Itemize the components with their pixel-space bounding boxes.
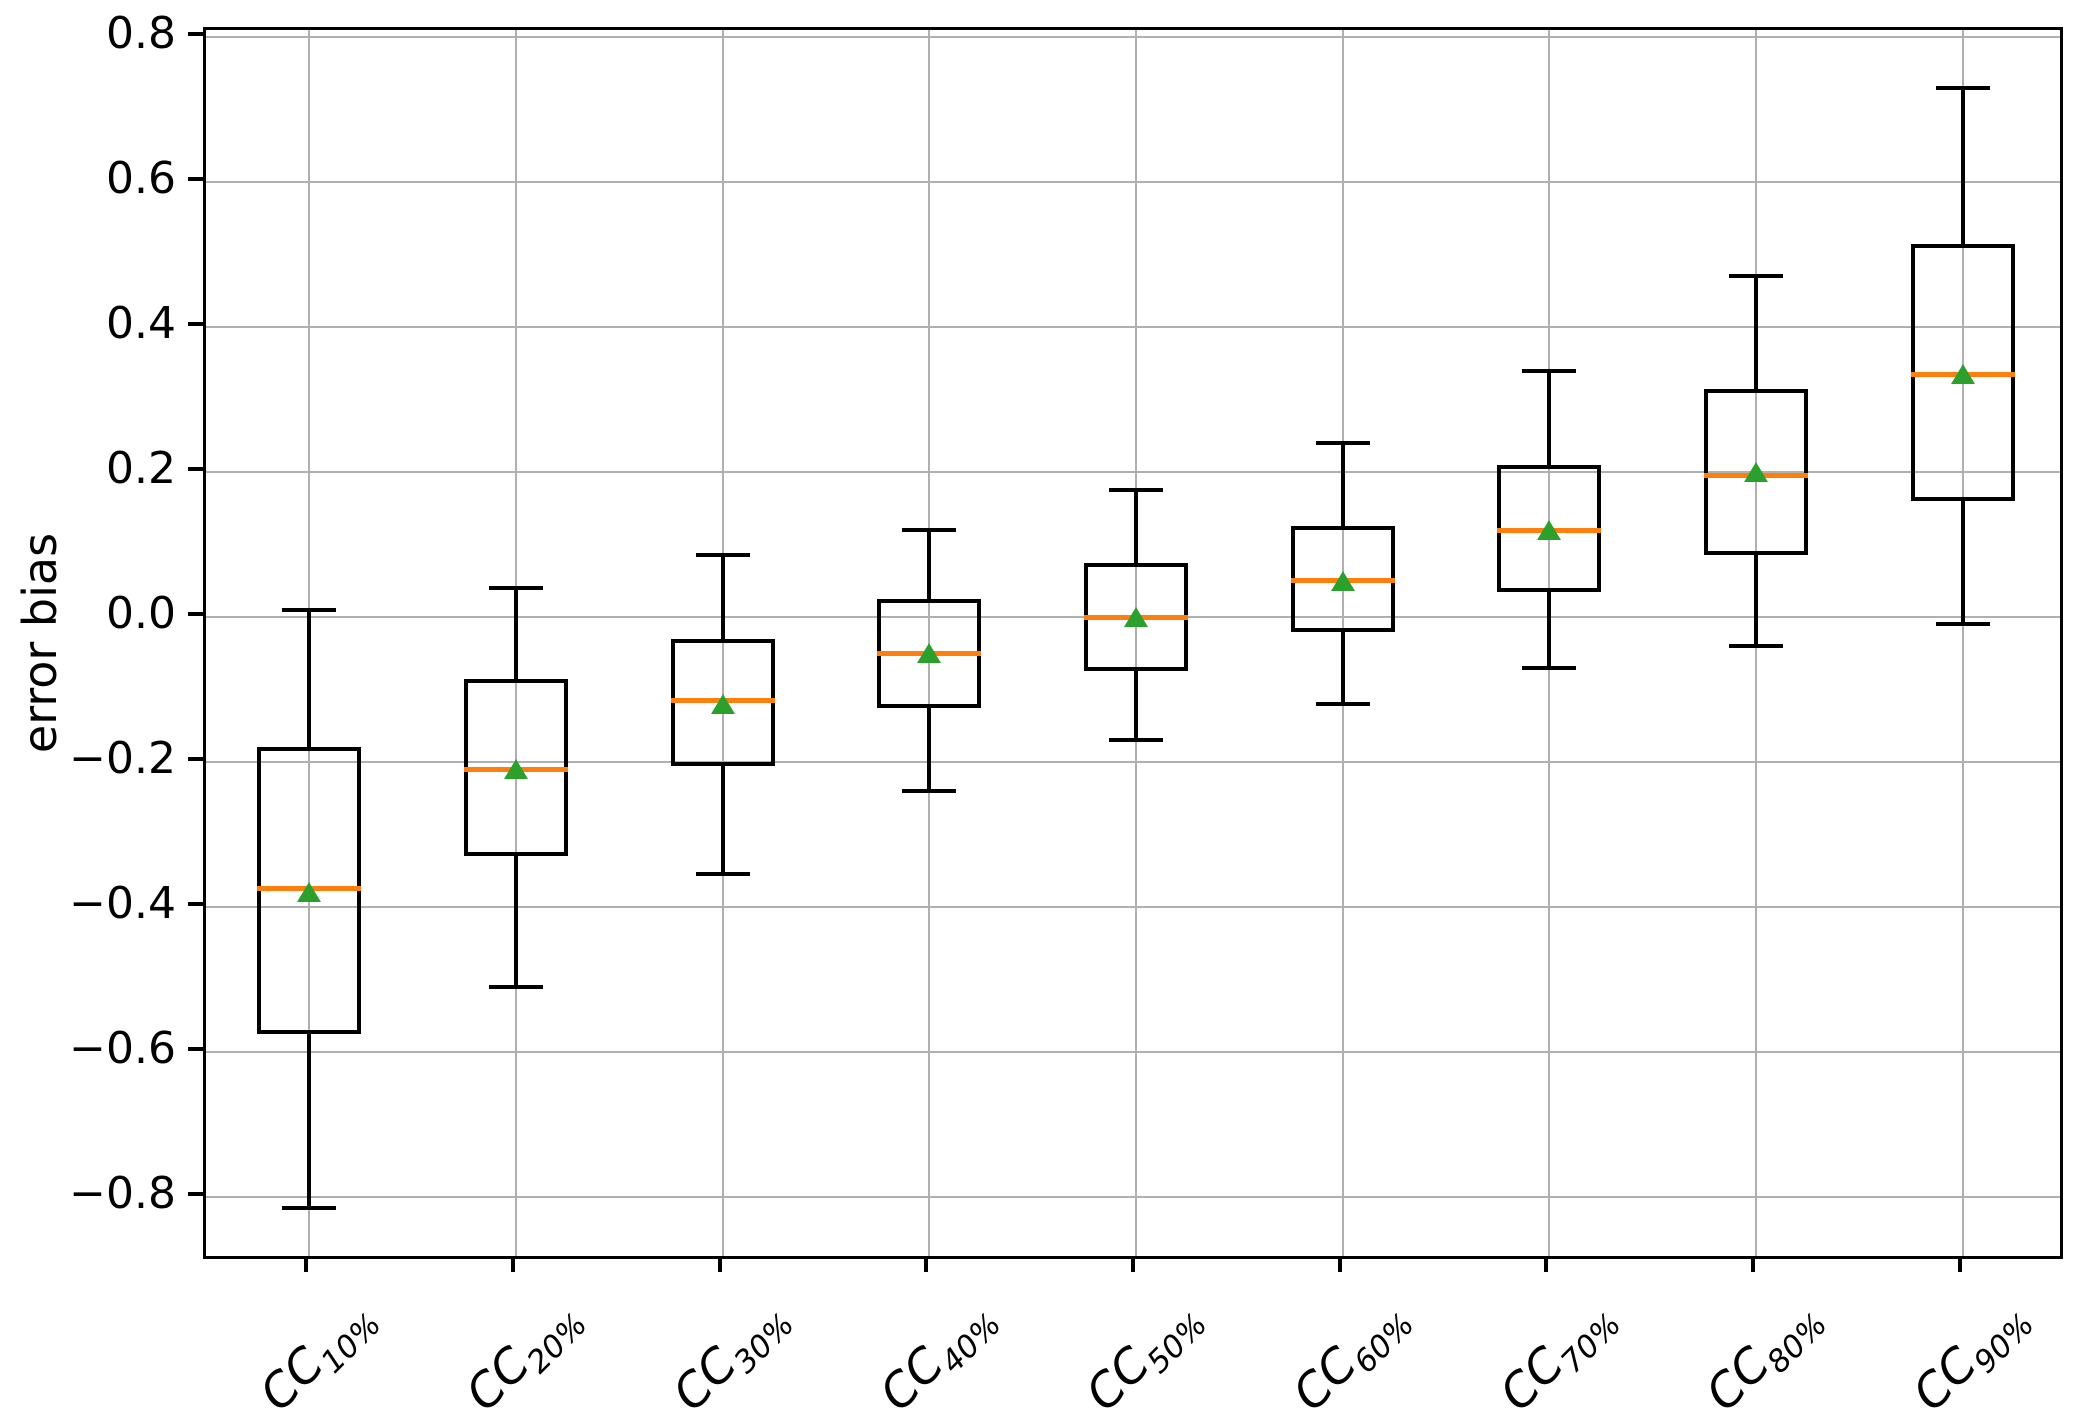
y-gridline: [206, 471, 2060, 474]
x-tick: [924, 1259, 929, 1272]
x-tick: [511, 1259, 515, 1272]
mean-triangle-icon: [504, 759, 528, 780]
whisker-line: [1547, 370, 1552, 465]
y-axis-label: error bias: [13, 532, 67, 754]
mean-triangle-icon: [1330, 570, 1355, 591]
x-tick-label: CC10%: [249, 1288, 388, 1424]
y-gridline: [206, 1195, 2060, 1198]
x-gridline: [1135, 30, 1137, 1256]
mean-triangle-icon: [917, 643, 942, 664]
whisker-line: [1134, 671, 1138, 741]
y-tick-label: −0.8: [69, 1167, 176, 1219]
y-tick: [188, 756, 203, 761]
whisker-cap: [1109, 738, 1163, 743]
whisker-cap: [1109, 488, 1163, 493]
whisker-line: [1340, 443, 1345, 527]
whisker-cap: [1522, 368, 1577, 373]
x-tick-label: CC80%: [1696, 1288, 1835, 1424]
y-tick: [188, 177, 203, 182]
whisker-cap: [695, 553, 750, 558]
y-tick: [188, 1046, 203, 1051]
y-tick: [188, 612, 203, 616]
x-tick: [1131, 1259, 1135, 1272]
whisker-line: [927, 530, 932, 599]
y-tick-label: 0.8: [106, 8, 176, 60]
y-gridline: [206, 1050, 2060, 1053]
whisker-line: [514, 856, 518, 987]
mean-triangle-icon: [1537, 520, 1562, 541]
whisker-cap: [1522, 665, 1577, 670]
mean-triangle-icon: [297, 882, 322, 903]
whisker-cap: [695, 872, 750, 877]
y-tick: [188, 467, 203, 472]
whisker-line: [1754, 555, 1758, 646]
y-gridline: [206, 760, 2060, 763]
whisker-line: [1547, 591, 1552, 668]
whisker-line: [720, 555, 725, 639]
whisker-line: [1754, 276, 1758, 389]
y-gridline: [206, 36, 2060, 39]
whisker-cap: [1935, 85, 1990, 90]
y-tick-label: −0.4: [69, 877, 176, 929]
y-tick: [188, 901, 203, 906]
whisker-line: [307, 1033, 312, 1208]
plot-area: [203, 27, 2063, 1259]
x-gridline: [721, 30, 724, 1256]
whisker-cap: [902, 788, 957, 793]
whisker-line: [1960, 501, 1965, 625]
mean-triangle-icon: [1950, 364, 1975, 385]
whisker-cap: [1935, 622, 1990, 627]
x-tick: [1957, 1259, 1962, 1272]
y-tick-label: −0.2: [69, 732, 176, 784]
x-gridline: [928, 30, 931, 1256]
whisker-cap: [1729, 274, 1783, 279]
whisker-cap: [489, 984, 543, 989]
y-tick-label: −0.6: [69, 1022, 176, 1074]
whisker-line: [1340, 631, 1345, 704]
x-tick-label: CC90%: [1903, 1288, 2042, 1424]
whisker-line: [307, 609, 312, 748]
x-tick: [1337, 1259, 1342, 1272]
y-tick-label: 0.2: [106, 443, 176, 495]
y-tick-label: 0.0: [106, 588, 176, 639]
x-tick-label: CC70%: [1489, 1288, 1628, 1424]
x-tick: [717, 1259, 722, 1272]
x-tick-label: CC50%: [1076, 1288, 1215, 1424]
whisker-cap: [489, 586, 543, 591]
box-rect: [1704, 388, 1808, 556]
x-tick-label: CC30%: [663, 1288, 802, 1424]
whisker-cap: [282, 1205, 337, 1210]
whisker-cap: [1729, 644, 1783, 648]
mean-triangle-icon: [1124, 607, 1148, 627]
y-tick-label: 0.4: [106, 298, 176, 350]
whisker-cap: [282, 607, 337, 612]
whisker-line: [927, 707, 932, 791]
y-tick-label: 0.6: [106, 153, 176, 205]
x-tick-label: CC60%: [1283, 1288, 1422, 1424]
y-gridline: [206, 905, 2060, 908]
whisker-line: [720, 765, 725, 875]
x-gridline: [1961, 30, 1964, 1256]
whisker-cap: [1315, 701, 1370, 706]
x-tick-label: CC40%: [869, 1288, 1008, 1424]
whisker-line: [1134, 490, 1138, 563]
x-tick-label: CC20%: [456, 1288, 595, 1424]
whisker-line: [1960, 87, 1965, 244]
y-gridline: [206, 181, 2060, 184]
y-tick: [188, 32, 203, 37]
whisker-line: [514, 588, 518, 679]
y-tick: [188, 1191, 203, 1196]
mean-triangle-icon: [1744, 462, 1768, 483]
whisker-cap: [902, 528, 957, 533]
x-tick: [304, 1259, 309, 1272]
x-tick: [1544, 1259, 1549, 1272]
whisker-cap: [1315, 441, 1370, 446]
y-gridline: [206, 326, 2060, 329]
mean-triangle-icon: [710, 693, 735, 714]
y-tick: [188, 322, 203, 327]
x-tick: [1751, 1259, 1755, 1272]
